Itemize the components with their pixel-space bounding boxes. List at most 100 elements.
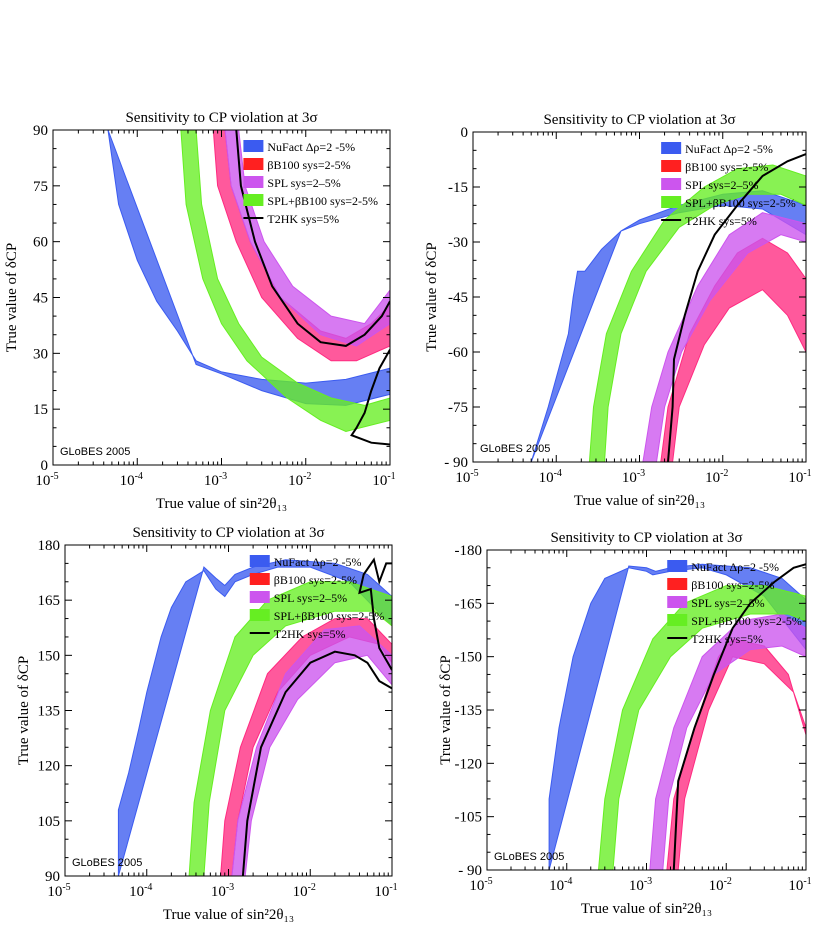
series-band-SPL+βB100 <box>597 585 806 870</box>
legend-label: βB100 sys=2-5% <box>691 578 774 592</box>
x-tick-exponent: -3 <box>637 468 645 479</box>
panel-bottom-right: 10-5 10-4 10-3 10-2 10-1- 90-105-120-135-150… <box>438 530 812 917</box>
legend-label: βB100 sys=2-5% <box>267 158 350 172</box>
x-tick-base: 10 <box>374 884 389 900</box>
x-tick-exponent: -2 <box>303 471 311 482</box>
x-tick-base: 10 <box>47 884 62 900</box>
x-tick-label: 10-2 <box>288 471 311 489</box>
x-tick-exponent: -4 <box>144 882 152 893</box>
legend-label: SPL sys=2–5% <box>685 178 758 192</box>
legend-swatch <box>249 609 270 621</box>
legend-label: NuFact Δρ=2 -5% <box>691 560 779 574</box>
x-tick-label: 10-4 <box>120 471 143 489</box>
y-tick-label: 150 <box>38 648 61 664</box>
x-tick-base: 10 <box>455 470 470 486</box>
chart-title: Sensitivity to CP violation at 3σ <box>543 112 735 128</box>
x-tick-label: 10-1 <box>788 468 811 486</box>
y-tick-label: 135 <box>38 704 61 720</box>
x-tick-base: 10 <box>288 473 303 489</box>
x-tick-base: 10 <box>211 884 226 900</box>
x-tick-exponent: -5 <box>470 468 478 479</box>
legend-swatch <box>667 578 688 590</box>
legend-label: T2HK sys=5% <box>274 627 346 641</box>
x-tick-exponent: -2 <box>724 876 732 887</box>
x-tick-label: 10-1 <box>788 876 811 894</box>
series-band-NuFact <box>107 130 390 406</box>
y-tick-label: 180 <box>38 538 61 554</box>
y-axis-label: True value of δCP <box>4 243 20 352</box>
x-tick-base: 10 <box>629 878 644 894</box>
x-tick-base: 10 <box>549 878 564 894</box>
y-tick-label: -30 <box>448 235 468 251</box>
legend-label: SPL+βB100 sys=2-5% <box>691 614 802 628</box>
legend: NuFact Δρ=2 -5% βB100 sys=2-5% SPL sys=2–5… <box>249 555 385 641</box>
panel-top-right: 10-5 10-4 10-3 10-2 10-10-15-30-45-60-75- 90… <box>424 112 812 509</box>
x-tick-label: 10-4 <box>539 468 562 486</box>
x-tick-base: 10 <box>539 470 554 486</box>
y-tick-label: -135 <box>455 703 483 719</box>
x-tick-label: 10-4 <box>549 876 572 894</box>
legend-swatch <box>661 160 682 172</box>
panel-top-left: 10-5 10-4 10-3 10-2 10-10153045607590Sensiti… <box>4 110 396 512</box>
globes-label: GLoBES 2005 <box>60 446 130 458</box>
x-tick-exponent: -1 <box>389 882 397 893</box>
y-tick-label: -15 <box>448 180 468 196</box>
y-tick-label: 45 <box>33 291 48 307</box>
series-band-SPL+βB100 <box>180 130 390 433</box>
x-tick-exponent: -2 <box>308 882 316 893</box>
x-tick-label: 10-1 <box>372 471 395 489</box>
y-tick-label: - 90 <box>444 455 468 471</box>
x-tick-exponent: -3 <box>644 876 652 887</box>
series-line-T2HK-2 <box>358 557 392 671</box>
legend-label: SPL sys=2–5% <box>691 596 764 610</box>
x-tick-base: 10 <box>469 878 484 894</box>
x-tick-label: 10-5 <box>35 471 58 489</box>
legend-label: SPL+βB100 sys=2-5% <box>685 196 796 210</box>
x-tick-exponent: -5 <box>50 471 58 482</box>
legend-swatch <box>661 142 682 154</box>
legend-label: SPL sys=2–5% <box>267 176 340 190</box>
panel-bottom-left: 10-5 10-4 10-3 10-2 10-190105120135150165180… <box>16 525 398 923</box>
x-tick-exponent: -4 <box>564 876 572 887</box>
legend: NuFact Δρ=2 -5% βB100 sys=2-5% SPL sys=2–5… <box>243 140 378 226</box>
y-axis-label: True value of δCP <box>438 655 454 764</box>
series-line-T2HK-2 <box>350 349 390 446</box>
chart-title: Sensitivity to CP violation at 3σ <box>132 525 324 541</box>
y-axis-label: True value of δCP <box>424 242 440 351</box>
series-band-SPL+βB100 <box>588 164 806 462</box>
x-tick-label: 10-1 <box>374 882 397 900</box>
x-axis-label: True value of sin²2θ₁₃ <box>574 493 705 509</box>
legend-label: T2HK sys=5% <box>267 212 339 226</box>
plot-area <box>530 153 806 462</box>
y-tick-label: -45 <box>448 290 468 306</box>
legend-label: T2HK sys=5% <box>685 214 757 228</box>
x-axis-label: True value of sin²2θ₁₃ <box>581 901 712 917</box>
y-tick-label: 165 <box>38 593 61 609</box>
x-tick-label: 10-3 <box>211 882 234 900</box>
x-tick-base: 10 <box>204 473 219 489</box>
chart-title: Sensitivity to CP violation at 3σ <box>550 530 742 546</box>
y-tick-label: 90 <box>33 123 48 139</box>
x-tick-label: 10-5 <box>455 468 478 486</box>
series-line-T2HK <box>241 650 392 876</box>
legend-label: T2HK sys=5% <box>691 632 763 646</box>
legend-swatch <box>661 178 682 190</box>
x-tick-base: 10 <box>622 470 637 486</box>
x-tick-base: 10 <box>705 470 720 486</box>
x-axis-label: True value of sin²2θ₁₃ <box>163 907 294 923</box>
x-tick-exponent: -2 <box>720 468 728 479</box>
x-tick-label: 10-5 <box>47 882 70 900</box>
x-tick-base: 10 <box>709 878 724 894</box>
y-tick-label: -105 <box>455 810 483 826</box>
y-tick-label: -120 <box>455 756 483 772</box>
y-tick-label: -150 <box>455 650 483 666</box>
x-tick-exponent: -5 <box>484 876 492 887</box>
x-tick-base: 10 <box>293 884 308 900</box>
legend-label: SPL+βB100 sys=2-5% <box>274 609 385 623</box>
x-tick-exponent: -1 <box>387 471 395 482</box>
plot-area <box>548 563 806 870</box>
series-line-T2HK <box>235 130 390 347</box>
legend: NuFact Δρ=2 -5% βB100 sys=2-5% SPL sys=2–5… <box>661 142 796 228</box>
x-tick-base: 10 <box>129 884 144 900</box>
x-tick-exponent: -4 <box>554 468 562 479</box>
